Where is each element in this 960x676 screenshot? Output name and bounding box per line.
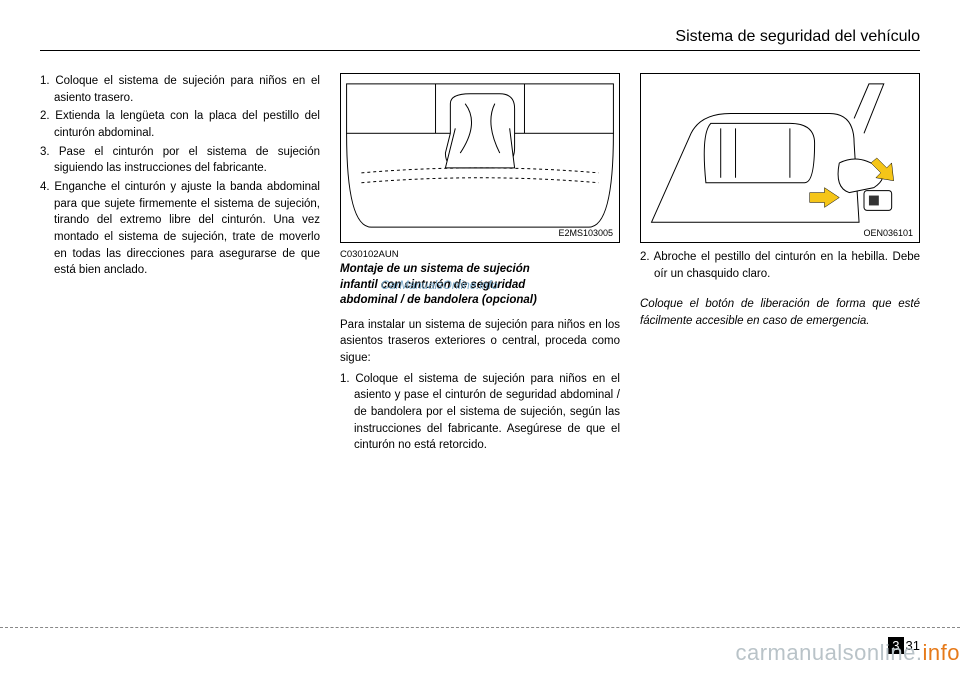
watermark-overlay-text: CarManualsOnline.info: [381, 279, 498, 295]
item-number: 4.: [40, 181, 50, 193]
content-columns: 1. Coloque el sistema de sujeción para n…: [40, 73, 920, 456]
section-subheading: Montaje de un sistema de sujeción infant…: [340, 262, 620, 309]
subheading-line: abdominal / de bandolera (opcional): [340, 293, 620, 309]
figure-child-seat-rear: E2MS103005: [340, 73, 620, 243]
list-item: 1. Coloque el sistema de sujeción para n…: [40, 73, 320, 106]
buckle-illustration-icon: [641, 74, 919, 242]
watermark: carmanualsonline.info: [735, 640, 960, 666]
watermark-text-a: carmanualsonline.: [735, 640, 922, 665]
item-text: Enganche el cinturón y ajuste la banda a…: [54, 181, 320, 276]
subheading-line: infantil con cinturón de seCarManualsOnl…: [340, 278, 620, 294]
intro-paragraph: Para instalar un sistema de sujeción par…: [340, 317, 620, 367]
figure-caption: E2MS103005: [558, 228, 613, 238]
item-text: Coloque el sistema de sujeción para niño…: [54, 75, 320, 104]
seat-illustration-icon: [341, 74, 619, 242]
item-text: Pase el cinturón por el sistema de sujec…: [54, 146, 320, 175]
item-number: 2.: [640, 251, 650, 263]
item-number: 1.: [40, 75, 50, 87]
instruction-list: 1. Coloque el sistema de sujeción para n…: [340, 371, 620, 454]
item-text: Coloque el sistema de sujeción para niño…: [354, 373, 620, 452]
column-middle: E2MS103005 C030102AUN Montaje de un sist…: [340, 73, 620, 456]
list-item: 4. Enganche el cinturón y ajuste la band…: [40, 179, 320, 279]
watermark-text-b: info: [923, 640, 960, 665]
subheading-line: Montaje de un sistema de sujeción: [340, 262, 620, 278]
column-left: 1. Coloque el sistema de sujeción para n…: [40, 73, 320, 456]
figure-code: C030102AUN: [340, 249, 620, 260]
item-number: 1.: [340, 373, 350, 385]
item-number: 2.: [40, 110, 50, 122]
page-header: Sistema de seguridad del vehículo: [40, 28, 920, 51]
item-number: 3.: [40, 146, 50, 158]
item-text: Extienda la lengüeta con la placa del pe…: [54, 110, 320, 139]
instruction-list: 1. Coloque el sistema de sujeción para n…: [40, 73, 320, 279]
list-item: 3. Pase el cinturón por el sistema de su…: [40, 144, 320, 177]
list-item: 2. Extienda la lengüeta con la placa del…: [40, 108, 320, 141]
footer-divider: [0, 627, 960, 628]
item-text: Abroche el pestillo del cinturón en la h…: [654, 251, 920, 280]
list-item: 2. Abroche el pestillo del cinturón en l…: [640, 249, 920, 282]
note-paragraph: Coloque el botón de liberación de forma …: [640, 296, 920, 329]
list-item: 1. Coloque el sistema de sujeción para n…: [340, 371, 620, 454]
instruction-list: 2. Abroche el pestillo del cinturón en l…: [640, 249, 920, 282]
figure-caption: OEN036101: [863, 228, 913, 238]
column-right: OEN036101 2. Abroche el pestillo del cin…: [640, 73, 920, 456]
header-title: Sistema de seguridad del vehículo: [675, 28, 920, 45]
figure-buckle: OEN036101: [640, 73, 920, 243]
